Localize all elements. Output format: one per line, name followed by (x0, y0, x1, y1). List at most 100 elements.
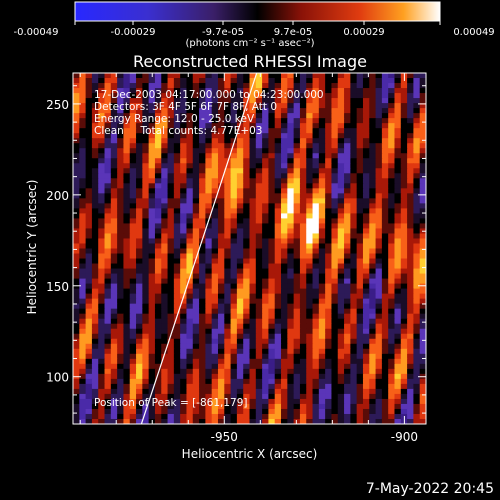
heatmap-cell (400, 243, 408, 250)
heatmap-cell (192, 143, 200, 149)
heatmap-cell (98, 358, 106, 365)
heatmap-cell (136, 253, 143, 260)
heatmap-cell (369, 233, 377, 240)
heatmap-cell (293, 408, 301, 415)
heatmap-cell (407, 373, 414, 380)
heatmap-cell (73, 378, 80, 385)
heatmap-cell (419, 208, 426, 214)
heatmap-cell (293, 238, 301, 245)
heatmap-cell (142, 238, 150, 245)
heatmap-cell (142, 138, 150, 144)
heatmap-cell (407, 353, 414, 360)
heatmap-cell (318, 153, 326, 159)
heatmap-cell (369, 143, 377, 149)
heatmap-cell (211, 413, 219, 420)
heatmap-cell (407, 173, 414, 179)
heatmap-cell (287, 113, 295, 119)
heatmap-cell (98, 338, 106, 345)
heatmap-cell (98, 238, 106, 245)
heatmap-cell (344, 218, 351, 225)
heatmap-cell (230, 413, 238, 420)
heatmap-cell (129, 123, 137, 129)
heatmap-cell (129, 233, 137, 240)
heatmap-cell (394, 108, 402, 114)
heatmap-cell (110, 228, 118, 235)
heatmap-cell (110, 368, 118, 375)
heatmap-cell (167, 118, 175, 124)
heatmap-cell (268, 98, 276, 104)
heatmap-cell (281, 118, 288, 124)
heatmap-cell (369, 103, 377, 109)
heatmap-cell (123, 408, 131, 415)
heatmap-cell (293, 188, 301, 194)
heatmap-cell (419, 348, 426, 355)
heatmap-cell (85, 188, 93, 194)
heatmap-cell (136, 93, 143, 99)
heatmap-cell (306, 388, 314, 395)
heatmap-cell (306, 213, 314, 220)
heatmap-cell (236, 398, 244, 405)
heatmap-cell (249, 278, 257, 285)
heatmap-cell (243, 228, 251, 235)
heatmap-cell (110, 173, 118, 179)
heatmap-cell (419, 303, 426, 310)
heatmap-cell (287, 263, 295, 270)
heatmap-cell (110, 313, 118, 320)
heatmap-cell (148, 228, 156, 235)
heatmap-cell (369, 368, 377, 375)
heatmap-cell (287, 108, 295, 114)
heatmap-cell (243, 183, 251, 189)
heatmap-cell (331, 108, 339, 114)
heatmap-cell (104, 333, 112, 340)
heatmap-cell (154, 233, 162, 240)
heatmap-cell (104, 358, 112, 365)
heatmap-cell (331, 373, 339, 380)
heatmap-cell (167, 303, 175, 310)
heatmap-cell (230, 88, 238, 94)
heatmap-cell (362, 128, 370, 134)
heatmap-cell (381, 123, 389, 129)
heatmap-cell (331, 368, 339, 375)
heatmap-cell (205, 268, 213, 275)
y-axis-label: Heliocentric Y (arcsec) (25, 179, 39, 315)
heatmap-cell (217, 208, 225, 214)
heatmap-cell (299, 163, 307, 169)
heatmap-cell (224, 183, 232, 189)
heatmap-cell (312, 188, 320, 194)
heatmap-cell (255, 168, 263, 174)
heatmap-cell (306, 383, 314, 390)
heatmap-cell (356, 238, 364, 245)
heatmap-cell (91, 83, 99, 89)
heatmap-cell (249, 158, 257, 164)
heatmap-cell (268, 403, 276, 410)
heatmap-cell (255, 363, 263, 370)
heatmap-cell (375, 318, 383, 325)
heatmap-cell (306, 268, 314, 275)
heatmap-cell (407, 158, 414, 164)
heatmap-cell (299, 363, 307, 370)
heatmap-cell (73, 288, 80, 295)
heatmap-cell (331, 248, 339, 255)
heatmap-cell (331, 83, 339, 89)
heatmap-cell (85, 208, 93, 214)
heatmap-cell (381, 133, 389, 139)
heatmap-cell (362, 203, 370, 209)
heatmap-cell (192, 228, 200, 235)
heatmap-cell (148, 348, 156, 355)
heatmap-cell (318, 388, 326, 395)
heatmap-cell (230, 418, 238, 424)
heatmap-cell (161, 383, 169, 390)
heatmap-cell (350, 283, 358, 290)
heatmap-cell (167, 233, 175, 240)
heatmap-cell (388, 393, 396, 400)
heatmap-cell (154, 403, 162, 410)
heatmap-cell (268, 273, 276, 280)
heatmap-cell (369, 213, 377, 220)
heatmap-cell (217, 323, 225, 330)
heatmap-cell (142, 223, 150, 230)
heatmap-cell (117, 158, 125, 164)
heatmap-cell (98, 248, 106, 255)
heatmap-cell (129, 178, 137, 184)
heatmap-cell (325, 263, 333, 270)
heatmap-cell (91, 223, 99, 230)
